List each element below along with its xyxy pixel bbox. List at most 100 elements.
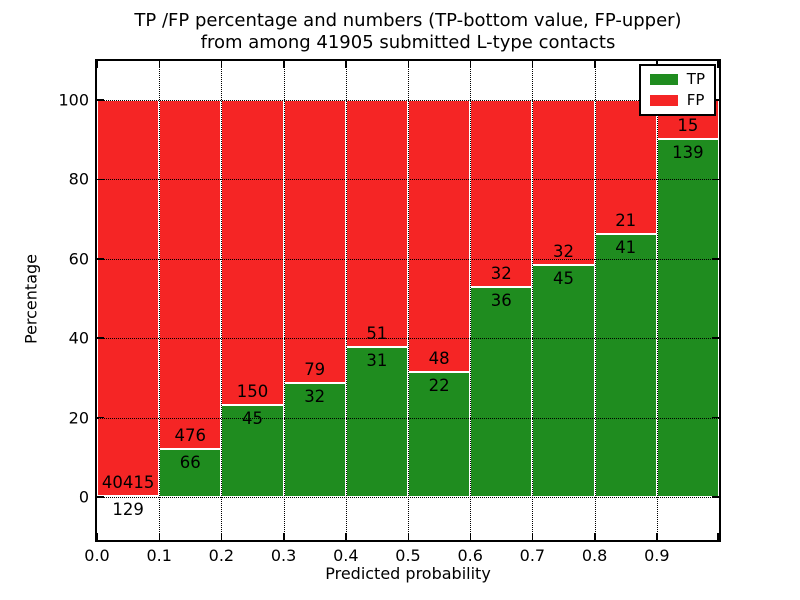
x-tick-label: 0.2	[208, 546, 235, 565]
x-tick-mark	[283, 61, 285, 68]
x-tick-mark	[531, 61, 534, 68]
y-tick-mark	[712, 258, 719, 260]
tp-count-label: 139	[672, 142, 704, 162]
legend: TP FP	[638, 64, 716, 116]
fp-count-label: 40415	[101, 472, 155, 492]
x-tick-mark	[96, 61, 98, 68]
v-gridline	[532, 61, 534, 540]
bar-segment-tp	[283, 382, 346, 497]
y-tick-label: 0	[78, 487, 89, 507]
plot-area: TP FP 40415 129 476 66 150 45 79 32 51 31 48 22 32 36 3…	[95, 59, 721, 542]
fp-count-label: 15	[677, 115, 699, 135]
x-tick-mark	[345, 61, 347, 68]
y-tick-mark	[97, 337, 104, 339]
fp-count-label: 32	[553, 241, 574, 261]
x-tick-mark	[283, 533, 285, 540]
bar-segment-fp	[408, 100, 471, 373]
fp-count-label: 150	[236, 382, 269, 402]
y-tick-label: 40	[68, 328, 89, 348]
tp-count-label: 66	[179, 452, 201, 472]
x-tick-label: 0.4	[333, 546, 359, 565]
x-axis-label: Predicted probability	[325, 564, 491, 583]
y-tick-mark	[97, 416, 104, 419]
bar-segment-tp	[594, 234, 657, 497]
fp-count-label: 476	[174, 425, 207, 445]
v-gridline	[470, 61, 472, 540]
x-tick-mark	[469, 61, 472, 68]
x-tick-mark	[158, 61, 161, 68]
legend-item-fp: FP	[649, 91, 705, 109]
fp-count-label: 79	[304, 359, 326, 379]
legend-label: FP	[686, 91, 705, 109]
x-tick-mark	[717, 533, 719, 540]
y-tick-label: 60	[68, 249, 89, 269]
tp-count-label: 45	[553, 268, 574, 288]
x-tick-label: 0.6	[457, 546, 483, 565]
bar-segment-fp	[159, 100, 222, 449]
y-tick-mark	[712, 416, 719, 419]
x-tick-label: 0.1	[146, 546, 172, 565]
x-tick-mark	[220, 533, 223, 540]
y-tick-mark	[97, 178, 104, 181]
bar-segment-tp	[470, 286, 533, 497]
x-tick-mark	[220, 61, 223, 68]
x-tick-mark	[407, 533, 409, 540]
bar-segment-fp	[283, 100, 346, 383]
tp-count-label: 41	[615, 238, 637, 258]
y-tick-mark	[97, 258, 104, 260]
v-gridline	[408, 61, 409, 540]
x-tick-mark	[345, 533, 347, 540]
bar-segment-fp	[470, 100, 533, 287]
v-gridline	[656, 61, 658, 540]
v-gridline	[221, 61, 223, 540]
x-tick-mark	[656, 533, 658, 540]
bar-segment-fp	[532, 100, 595, 265]
tp-count-label: 129	[112, 499, 144, 519]
legend-swatch-fp	[649, 95, 678, 106]
y-tick-mark	[97, 496, 104, 498]
y-tick-mark	[712, 496, 719, 498]
v-gridline	[159, 61, 161, 540]
legend-swatch-tp	[649, 74, 678, 85]
bar-segment-tp	[532, 264, 595, 497]
bar-segment-fp	[221, 100, 284, 406]
tp-count-label: 32	[304, 386, 326, 406]
x-tick-mark	[96, 533, 98, 540]
fp-count-label: 21	[615, 211, 637, 231]
v-gridline	[594, 61, 596, 540]
y-tick-mark	[712, 178, 719, 181]
bar-segment-tp	[159, 448, 222, 497]
y-tick-label: 80	[68, 169, 89, 189]
y-tick-label: 100	[58, 90, 89, 110]
chart-title: TP /FP percentage and numbers (TP-bottom…	[97, 10, 719, 54]
tp-count-label: 31	[366, 350, 388, 370]
bar-segment-fp	[345, 100, 408, 347]
bar-segment-tp	[345, 346, 408, 497]
x-tick-label: 0.0	[84, 546, 110, 565]
fp-count-label: 51	[366, 323, 388, 343]
x-tick-mark	[469, 533, 472, 540]
legend-item-tp: TP	[649, 70, 705, 88]
bar-segment-fp	[97, 100, 160, 496]
y-tick-mark	[712, 337, 719, 339]
x-tick-label: 0.3	[270, 546, 297, 565]
bar-segment-tp	[656, 138, 719, 497]
y-tick-label: 20	[68, 408, 89, 428]
y-axis-label: Percentage	[21, 253, 41, 345]
tp-count-label: 36	[490, 290, 512, 310]
x-tick-mark	[158, 533, 161, 540]
x-tick-mark	[407, 61, 409, 68]
tp-count-label: 45	[242, 409, 263, 429]
x-tick-label: 0.8	[581, 546, 608, 565]
chart-title-line1: TP /FP percentage and numbers (TP-bottom…	[134, 10, 682, 31]
x-tick-mark	[531, 533, 534, 540]
legend-label: TP	[686, 70, 705, 88]
fp-count-label: 48	[428, 349, 450, 369]
bar-segment-fp	[594, 100, 657, 235]
v-gridline	[283, 61, 285, 540]
x-tick-label: 0.5	[395, 546, 421, 565]
x-tick-mark	[594, 61, 596, 68]
x-tick-mark	[717, 61, 719, 68]
y-tick-mark	[97, 99, 104, 101]
